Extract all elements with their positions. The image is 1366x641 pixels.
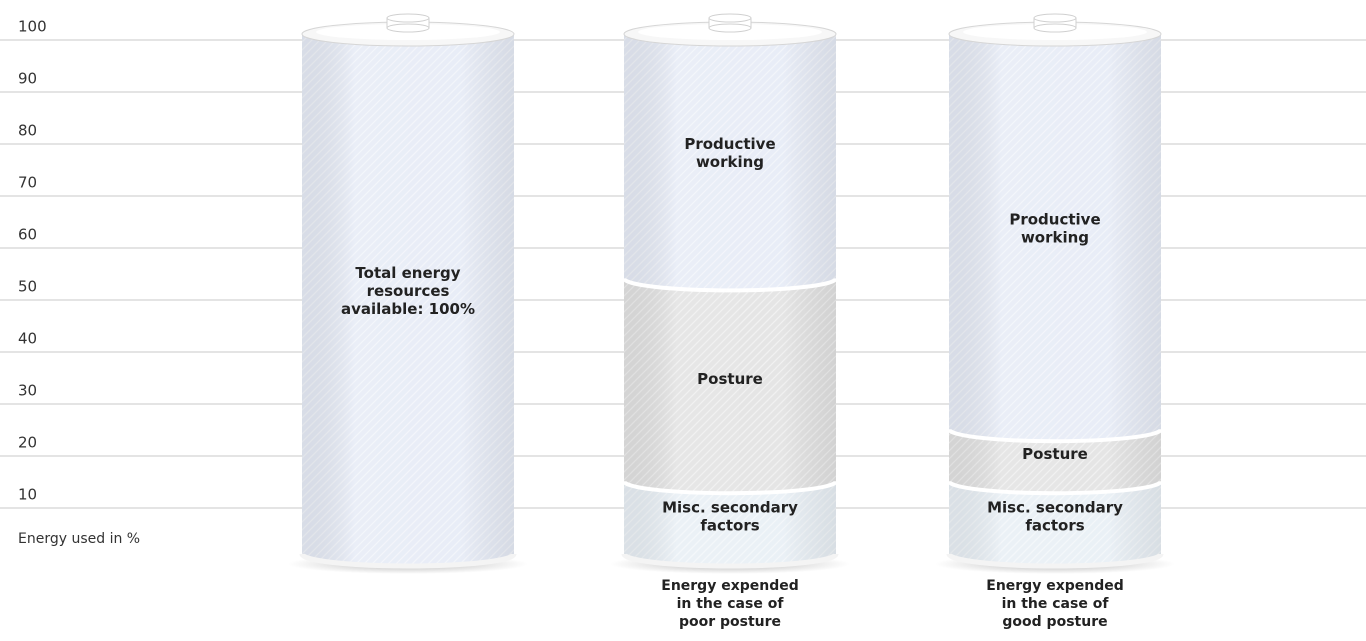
y-tick-label: 100 <box>18 18 47 36</box>
battery-1: Total energy resources available: 100% <box>288 13 528 574</box>
y-tick-label: 30 <box>18 382 37 400</box>
segment-label: Misc. secondary factors <box>662 499 798 535</box>
segment-divider <box>947 480 1163 496</box>
battery-bottom-rim <box>621 553 839 569</box>
battery-bars: Total energy resources available: 100% Misc… <box>288 13 1175 574</box>
bar-segment-shading <box>624 481 836 566</box>
battery-3: Misc. secondary factors Posture Productive w… <box>935 13 1175 574</box>
category-labels: Energy expended in the case of poor postur… <box>661 578 1124 630</box>
y-tick-label: 10 <box>18 486 37 504</box>
bar-segment-shading <box>949 481 1161 566</box>
category-label: Energy expended in the case of poor postur… <box>661 578 799 630</box>
y-tick-label: 20 <box>18 434 37 452</box>
battery-terminal-top <box>708 13 752 23</box>
y-tick-label: 60 <box>18 226 37 244</box>
y-tick-label: 40 <box>18 330 37 348</box>
battery-terminal-bottom <box>386 23 430 33</box>
battery-2: Misc. secondary factors Posture Productive w… <box>610 13 850 574</box>
segment-label: Posture <box>1022 445 1088 463</box>
battery-terminal-top <box>386 13 430 23</box>
segment-label: Total energy resources available: 100% <box>341 264 475 318</box>
segment-label: Productive working <box>1009 211 1100 247</box>
battery-terminal-bottom <box>1033 23 1077 33</box>
category-label: Energy expended in the case of good postur… <box>986 578 1124 630</box>
y-tick-label: 50 <box>18 278 37 296</box>
segment-divider <box>622 277 838 293</box>
segment-divider <box>622 480 838 496</box>
bar-segment-shading <box>624 34 836 291</box>
battery-terminal-bottom <box>708 23 752 33</box>
bar-segment-shading <box>624 278 836 494</box>
bar-segment-shading <box>949 34 1161 442</box>
bar-segment-shading <box>949 429 1161 494</box>
battery-bottom-rim <box>299 553 517 569</box>
segment-label: Productive working <box>684 135 775 171</box>
segment-label: Posture <box>697 370 763 388</box>
y-axis-title: Energy used in % <box>18 531 140 547</box>
segment-divider <box>947 428 1163 444</box>
y-axis-ticks: 10 20 30 40 50 60 70 80 90 100 <box>18 18 47 504</box>
bar-segment-shading <box>302 34 514 566</box>
battery-bottom-rim <box>946 553 1164 569</box>
segment-label: Misc. secondary factors <box>987 499 1123 535</box>
y-tick-label: 80 <box>18 122 37 140</box>
battery-terminal-top <box>1033 13 1077 23</box>
y-tick-label: 90 <box>18 70 37 88</box>
y-tick-label: 70 <box>18 174 37 192</box>
